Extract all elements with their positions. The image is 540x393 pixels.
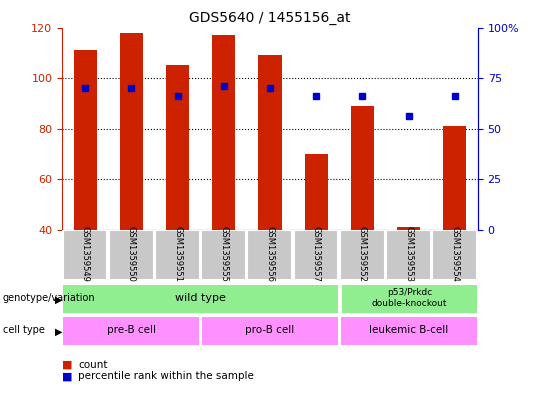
Bar (202, 317, 338, 345)
Text: GSM1359551: GSM1359551 (173, 226, 182, 282)
Bar (443, 126, 467, 230)
Text: GSM1359555: GSM1359555 (219, 226, 228, 282)
Text: pro-B cell: pro-B cell (245, 325, 295, 335)
Text: count: count (78, 360, 108, 370)
Bar (73, 50, 97, 230)
Text: wild type: wild type (176, 293, 226, 303)
Bar (397, 228, 420, 230)
Text: percentile rank within the sample: percentile rank within the sample (78, 371, 254, 382)
Bar (212, 35, 235, 230)
Text: GSM1359550: GSM1359550 (127, 226, 136, 282)
Text: ■: ■ (62, 360, 72, 370)
Text: GSM1359552: GSM1359552 (358, 226, 367, 282)
Text: ▶: ▶ (55, 294, 62, 305)
Text: p53/Prkdc
double-knockout: p53/Prkdc double-knockout (372, 288, 447, 308)
Text: GSM1359549: GSM1359549 (80, 226, 90, 282)
Bar (64, 317, 199, 345)
Bar (305, 154, 328, 230)
Bar (120, 33, 143, 230)
Text: cell type: cell type (3, 325, 45, 335)
Text: GSM1359557: GSM1359557 (312, 226, 321, 283)
Bar (386, 230, 431, 281)
Text: ■: ■ (62, 371, 72, 382)
Bar (342, 285, 476, 313)
Text: GSM1359556: GSM1359556 (266, 226, 274, 283)
Text: leukemic B-cell: leukemic B-cell (369, 325, 448, 335)
Text: genotype/variation: genotype/variation (3, 293, 96, 303)
Bar (247, 230, 292, 281)
Text: GSM1359554: GSM1359554 (450, 226, 460, 282)
Bar (351, 106, 374, 230)
Bar (201, 230, 246, 281)
Text: ▶: ▶ (55, 327, 62, 337)
Bar (109, 230, 153, 281)
Bar (63, 230, 107, 281)
Text: GSM1359553: GSM1359553 (404, 226, 413, 283)
Bar (155, 230, 200, 281)
Bar (341, 317, 476, 345)
Title: GDS5640 / 1455156_at: GDS5640 / 1455156_at (189, 11, 351, 25)
Bar (294, 230, 339, 281)
Bar (340, 230, 384, 281)
Bar (166, 66, 189, 230)
Bar (259, 55, 281, 230)
Text: pre-B cell: pre-B cell (107, 325, 156, 335)
Bar (64, 285, 338, 313)
Bar (432, 230, 477, 281)
